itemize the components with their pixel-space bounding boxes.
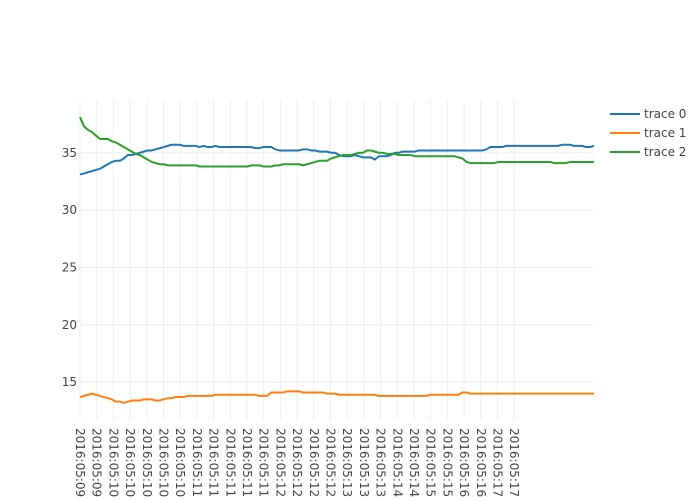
legend-item[interactable]: trace 2 xyxy=(610,145,686,159)
x-tick-label: 2016:05:12 1 xyxy=(307,428,321,500)
x-tick-label: 2016:05:09 2 xyxy=(73,428,87,500)
x-tick-label: 2016:05:16 0 xyxy=(457,428,471,500)
legend-item[interactable]: trace 0 xyxy=(610,107,686,121)
y-gridlines xyxy=(80,152,594,383)
y-axis: 15 20 25 30 35 xyxy=(62,146,77,389)
plot-area xyxy=(79,116,595,404)
x-tick-label: 2016:05:16 1 xyxy=(474,428,488,500)
x-tick-label: 2016:05:11 1 xyxy=(223,428,237,500)
legend-item[interactable]: trace 1 xyxy=(610,126,686,140)
y-tick-label: 30 xyxy=(62,203,77,217)
y-tick-label: 15 xyxy=(62,375,77,389)
x-tick-label: 2016:05:10 0 xyxy=(140,428,154,500)
legend-label: trace 2 xyxy=(644,145,686,159)
x-tick-label: 2016:05:13 1 xyxy=(357,428,371,500)
x-gridlines xyxy=(79,100,515,420)
x-tick-label: 2016:05:17 1 xyxy=(491,428,505,500)
x-tick-label: 2016:05:10 0 xyxy=(123,428,137,500)
x-tick-label: 2016:05:17 1 xyxy=(507,428,521,500)
x-tick-label: 2016:05:12 2 xyxy=(324,428,338,500)
y-tick-label: 35 xyxy=(62,146,77,160)
x-tick-label: 2016:05:09 2 xyxy=(90,428,104,500)
x-tick-label: 2016:05:13 0 xyxy=(340,428,354,500)
x-tick-label: 2016:05:10 1 xyxy=(157,428,171,500)
x-tick-label: 2016:05:10 2 xyxy=(173,428,187,500)
x-tick-label: 2016:05:11 2 xyxy=(257,428,271,500)
series-line-1 xyxy=(79,390,594,404)
legend-label: trace 1 xyxy=(644,126,686,140)
x-tick-label: 2016:05:11 0 xyxy=(190,428,204,500)
legend[interactable]: trace 0 trace 1 trace 2 xyxy=(610,107,686,159)
x-tick-label: 2016:05:12 0 xyxy=(273,428,287,500)
x-tick-label: 2016:05:15 1 xyxy=(440,428,454,500)
y-tick-label: 20 xyxy=(62,318,77,332)
x-tick-label: 2016:05:11 1 xyxy=(240,428,254,500)
series-line-0 xyxy=(79,143,595,176)
y-tick-label: 25 xyxy=(62,260,77,274)
x-tick-label: 2016:05:14 1 xyxy=(390,428,404,500)
x-axis: 2016:05:09 2 2016:05:09 2 2016:05:10 0 2016… xyxy=(73,428,521,500)
legend-label: trace 0 xyxy=(644,107,686,121)
x-tick-label: 2016:05:10 0 xyxy=(106,428,120,500)
x-tick-label: 2016:05:13 2 xyxy=(374,428,388,500)
x-tick-label: 2016:05:15 1 xyxy=(424,428,438,500)
series-line-2 xyxy=(79,116,594,168)
x-tick-label: 2016:05:12 1 xyxy=(290,428,304,500)
x-tick-label: 2016:05:11 0 xyxy=(207,428,221,500)
x-tick-label: 2016:05:14 2 xyxy=(407,428,421,500)
